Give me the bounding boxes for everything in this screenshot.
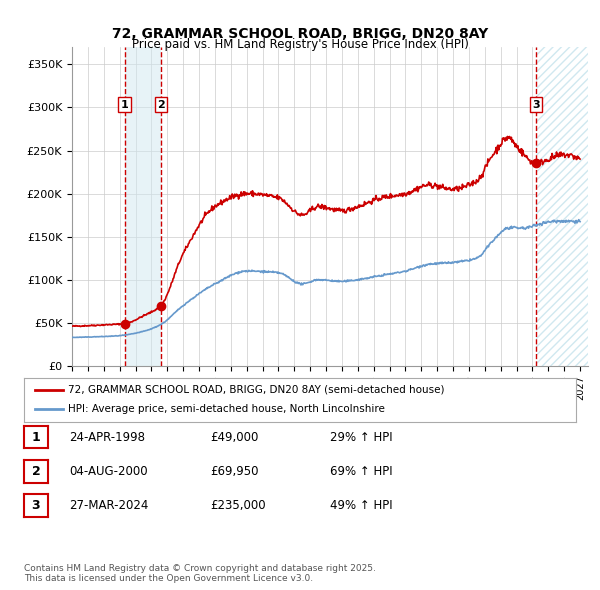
Text: £49,000: £49,000 [210, 431, 259, 444]
Text: 3: 3 [532, 100, 540, 110]
Bar [536, 47, 588, 366]
Text: Price paid vs. HM Land Registry's House Price Index (HPI): Price paid vs. HM Land Registry's House … [131, 38, 469, 51]
Text: 04-AUG-2000: 04-AUG-2000 [69, 465, 148, 478]
Text: 1: 1 [121, 100, 128, 110]
Text: 49% ↑ HPI: 49% ↑ HPI [330, 499, 392, 512]
Bar [125, 47, 161, 366]
Text: Contains HM Land Registry data © Crown copyright and database right 2025.
This d: Contains HM Land Registry data © Crown c… [24, 563, 376, 583]
Text: 3: 3 [32, 499, 40, 512]
Text: 72, GRAMMAR SCHOOL ROAD, BRIGG, DN20 8AY: 72, GRAMMAR SCHOOL ROAD, BRIGG, DN20 8AY [112, 27, 488, 41]
Text: 2: 2 [157, 100, 164, 110]
Text: £235,000: £235,000 [210, 499, 266, 512]
Text: £69,950: £69,950 [210, 465, 259, 478]
Text: 1: 1 [32, 431, 40, 444]
Text: 69% ↑ HPI: 69% ↑ HPI [330, 465, 392, 478]
Text: 27-MAR-2024: 27-MAR-2024 [69, 499, 148, 512]
Bar [536, 47, 588, 366]
Text: 72, GRAMMAR SCHOOL ROAD, BRIGG, DN20 8AY (semi-detached house): 72, GRAMMAR SCHOOL ROAD, BRIGG, DN20 8AY… [68, 385, 445, 395]
Text: HPI: Average price, semi-detached house, North Lincolnshire: HPI: Average price, semi-detached house,… [68, 405, 385, 414]
Text: 29% ↑ HPI: 29% ↑ HPI [330, 431, 392, 444]
Text: 2: 2 [32, 465, 40, 478]
Text: 24-APR-1998: 24-APR-1998 [69, 431, 145, 444]
